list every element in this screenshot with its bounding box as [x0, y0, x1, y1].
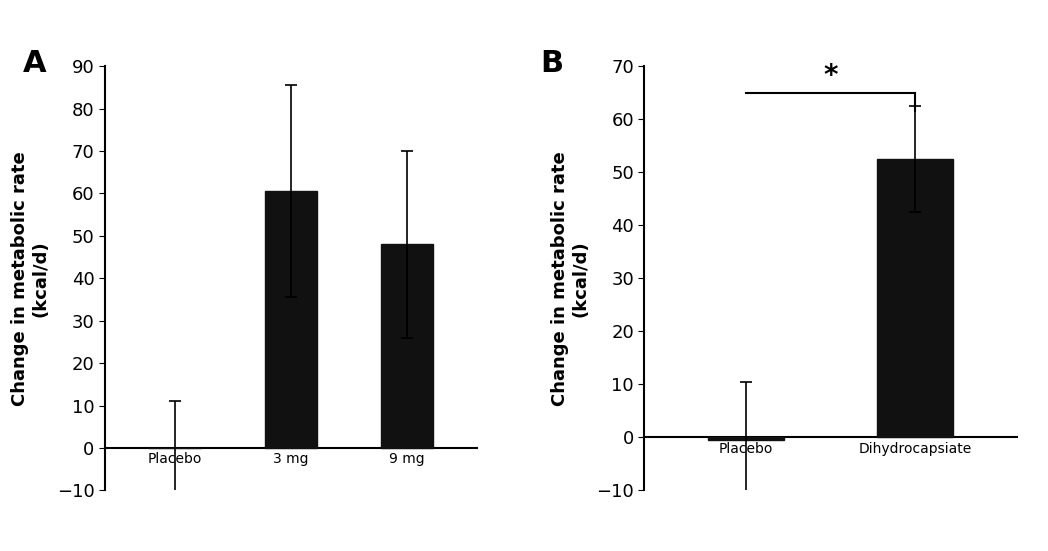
- Bar: [877, 159, 953, 437]
- Bar: [265, 191, 318, 448]
- Y-axis label: Change in metabolic rate
(kcal/d): Change in metabolic rate (kcal/d): [550, 151, 589, 406]
- Text: B: B: [540, 49, 564, 78]
- Y-axis label: Change in metabolic rate
(kcal/d): Change in metabolic rate (kcal/d): [10, 151, 49, 406]
- Text: *: *: [824, 62, 837, 90]
- Bar: [707, 437, 784, 440]
- Text: A: A: [23, 49, 46, 78]
- Bar: [381, 244, 433, 448]
